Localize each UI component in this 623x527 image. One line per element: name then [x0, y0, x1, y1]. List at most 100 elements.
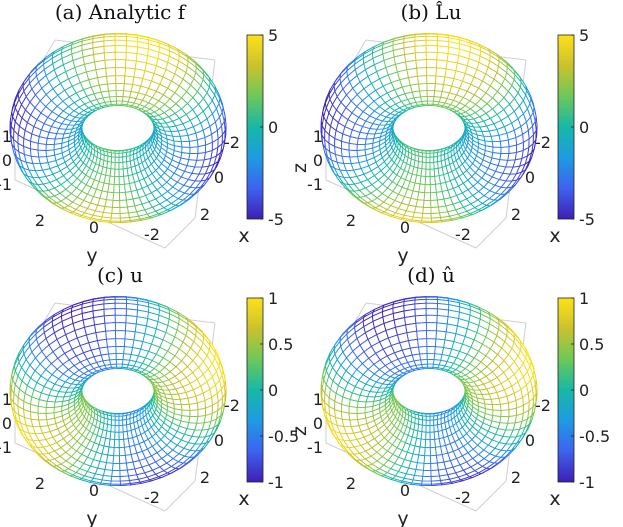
colorbar-tick-label: 5: [268, 26, 278, 45]
z-tick-label: 0: [313, 151, 323, 170]
y-axis-label: y: [86, 245, 97, 267]
surface-quad: [492, 146, 502, 155]
surface-quad: [105, 75, 117, 85]
surface-quad: [110, 212, 121, 219]
x-axis-label: x: [549, 225, 560, 247]
surface-quad: [188, 416, 199, 424]
surface-quad: [108, 89, 117, 98]
surface-quad: [118, 419, 124, 427]
surface-quad: [429, 156, 435, 164]
surface-quad: [124, 59, 137, 70]
torus-surface: [9, 296, 227, 486]
y-tick-label: 2: [35, 211, 45, 230]
surface-quad: [444, 68, 457, 80]
z-tick-label: -1: [0, 175, 12, 194]
surface-quad: [37, 149, 48, 158]
surface-quad: [435, 67, 447, 78]
surface-quad: [114, 415, 120, 421]
surface-quad: [114, 419, 120, 427]
surface-quad: [111, 199, 121, 208]
surface-quad: [114, 45, 127, 53]
z-tick-label: 1: [2, 127, 12, 146]
surface-quad: [425, 51, 438, 61]
surface-quad: [425, 152, 431, 158]
surface-quad: [95, 67, 107, 79]
surface-quad: [105, 67, 117, 77]
y-tick-label: 0: [89, 218, 99, 237]
x-tick-label: 2: [200, 205, 210, 224]
panel-title: (a) Analytic f: [54, 0, 186, 24]
colorbar-tick-label: 0: [579, 118, 589, 137]
z-tick-label: 0: [2, 151, 12, 170]
surface-quad: [424, 184, 431, 194]
surface-quad: [111, 462, 121, 471]
surface-quad: [426, 75, 437, 84]
z-tick-label: 1: [313, 127, 323, 146]
y-tick-label: -2: [144, 225, 160, 244]
surface-quad: [45, 143, 55, 151]
surface-quad: [180, 140, 191, 148]
surface-quad: [115, 82, 125, 92]
surface-quad: [415, 59, 427, 69]
surface-quad: [118, 156, 124, 164]
surface-quad: [416, 75, 428, 85]
surface-quad: [422, 206, 432, 214]
surface-quad: [114, 156, 120, 164]
surface-quad: [115, 67, 126, 77]
surface-quad: [426, 95, 435, 102]
surface-quad: [406, 67, 418, 79]
surface-quad: [419, 89, 428, 98]
surface-quad: [114, 51, 127, 61]
surface-quad: [426, 82, 436, 92]
y-tick-label: -2: [455, 225, 471, 244]
surface-quad: [103, 45, 116, 54]
colorbar-tick-label: 0: [268, 118, 278, 137]
surface-quad: [425, 39, 438, 47]
axis-line: [164, 480, 196, 512]
surface-quad: [422, 199, 432, 208]
surface-quad: [416, 67, 428, 77]
axis-line: [475, 217, 507, 249]
surface-quad: [491, 140, 502, 148]
colorbar-tick-label: -5: [268, 210, 284, 229]
surface-quad: [425, 156, 431, 164]
panel-b: (b) L̂u 1 0 -1 z 2 0 -2 y -2 0 2 x 5 0 -5: [289, 0, 622, 267]
surface-quad: [114, 152, 120, 158]
x-tick-label: 2: [511, 205, 521, 224]
surface-quad: [110, 156, 116, 164]
x-tick-label: 0: [214, 168, 224, 187]
y-axis-label: y: [397, 245, 408, 267]
surface-quad: [180, 403, 191, 411]
surface-quad: [426, 89, 436, 97]
surface-quad: [499, 153, 510, 161]
surface-quad: [115, 95, 124, 102]
surface-quad: [113, 184, 120, 194]
surface-quad: [37, 412, 48, 421]
surface-quad: [111, 206, 121, 214]
x-tick-label: 0: [525, 168, 535, 187]
torus-surface: [9, 33, 227, 223]
surface-quad: [111, 469, 121, 477]
colorbar-tick-label: -5: [579, 210, 595, 229]
colorbar-tick-label: 5: [579, 26, 589, 45]
axis-line: [164, 217, 196, 249]
surface-quad: [421, 156, 427, 164]
surface-quad: [421, 212, 432, 219]
x-tick-label: -2: [224, 133, 240, 152]
surface-quad: [124, 67, 136, 78]
y-tick-label: 2: [346, 211, 356, 230]
surface-quad: [425, 59, 438, 69]
surface-quad: [348, 149, 359, 158]
surface-quad: [103, 51, 116, 61]
surface-quad: [414, 51, 427, 61]
surface-quad: [181, 409, 191, 418]
surface-quad: [181, 146, 191, 155]
surface-quad: [133, 68, 146, 80]
z-tick-label: -1: [307, 175, 323, 194]
surface-quad: [414, 45, 427, 54]
surface-quad: [114, 39, 127, 47]
